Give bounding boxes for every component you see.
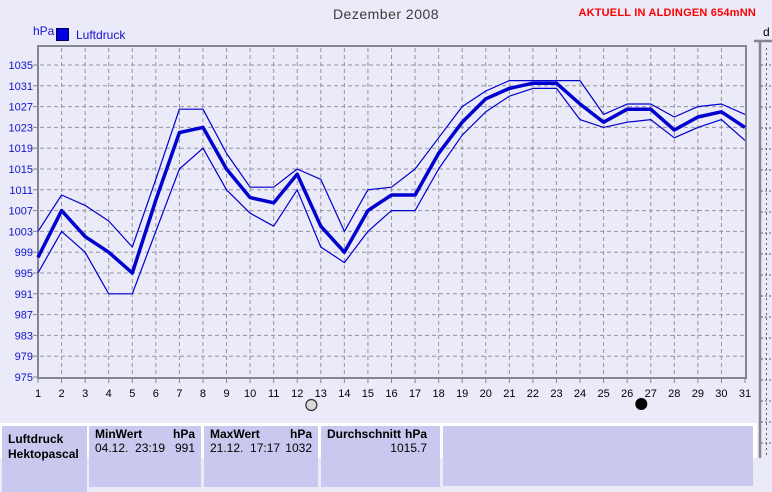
station-banner: AKTUELL IN ALDINGEN 654mNN — [578, 7, 756, 19]
min-value: 991 — [174, 441, 195, 455]
x-tick-label: 26 — [621, 388, 633, 400]
moon-phase-markers — [305, 398, 648, 412]
table-cell-empty — [443, 426, 753, 486]
min-unit: hPa — [172, 427, 195, 441]
x-tick-label: 31 — [739, 388, 751, 400]
x-tick-label: 12 — [291, 388, 303, 400]
row-label: Luftdruck — [8, 432, 64, 446]
x-tick-label: 3 — [82, 388, 88, 400]
table-cell-rowlabel: Luftdruck Hektopascal — [2, 426, 87, 492]
y-tick-label: 1003 — [9, 226, 33, 238]
avg-value: 1015.7 — [390, 441, 427, 455]
x-tick-label: 14 — [338, 388, 350, 400]
full-moon-icon — [305, 398, 318, 412]
x-tick-label: 2 — [59, 388, 65, 400]
x-tick-label: 16 — [385, 388, 397, 400]
y-tick-label: 1031 — [9, 81, 33, 93]
y-tick-label: 1027 — [9, 102, 33, 114]
x-tick-label: 25 — [597, 388, 609, 400]
table-cell-min: MinWert hPa 04.12. 23:19 991 — [89, 426, 201, 487]
page-title: Dezember 2008 — [332, 6, 440, 22]
legend-color-swatch — [56, 28, 69, 41]
x-tick-label: 13 — [315, 388, 327, 400]
y-tick-label: 1019 — [9, 143, 33, 155]
x-tick-label: 8 — [200, 388, 206, 400]
x-tick-label: 11 — [268, 388, 279, 400]
max-datetime: 21.12. 17:17 — [210, 441, 281, 455]
axis-ticks — [33, 64, 746, 383]
x-tick-label: 22 — [527, 388, 539, 400]
x-tick-label: 9 — [223, 388, 229, 400]
y-tick-label: 999 — [15, 247, 33, 259]
x-tick-label: 27 — [645, 388, 657, 400]
x-tick-label: 17 — [409, 388, 421, 400]
min-header: MinWert — [95, 427, 143, 441]
y-tick-label: 983 — [15, 330, 33, 342]
x-tick-label: 24 — [574, 388, 586, 400]
y-tick-label: 975 — [15, 372, 33, 384]
series-line-upper-envelope — [37, 79, 746, 248]
x-tick-label: 10 — [244, 388, 256, 400]
avg-unit: hPa — [404, 427, 427, 441]
max-header: MaxWert — [210, 427, 260, 441]
max-unit: hPa — [289, 427, 312, 441]
y-tick-label: 979 — [15, 351, 33, 363]
max-value: 1032 — [285, 441, 312, 455]
y-tick-label: 1023 — [9, 122, 33, 134]
table-cell-average: Durchschnitt hPa 1015.7 — [321, 426, 440, 487]
series-line-lower-envelope — [37, 87, 746, 295]
y-tick-label: 1011 — [9, 185, 33, 197]
x-tick-label: 18 — [433, 388, 445, 400]
series-line-average — [36, 81, 746, 275]
chart-grid — [40, 48, 744, 376]
summary-table: Luftdruck Hektopascal MinWert hPa 04.12.… — [0, 423, 757, 492]
pressure-chart: 9759799839879919959991003100710111015101… — [9, 25, 772, 458]
x-tick-label: 7 — [176, 388, 182, 400]
x-axis-labels: 1 2 3 4 5 6 7 8 9 10 11 12 13 14 15 16 17 18 19 20 21 22 23 24 2… — [35, 388, 751, 400]
x-tick-label: 29 — [692, 388, 704, 400]
side-panel-axis-label: d — [763, 25, 770, 39]
legend-label: Luftdruck — [76, 27, 126, 42]
x-tick-label: 21 — [503, 388, 515, 400]
table-cell-max: MaxWert hPa 21.12. 17:17 1032 — [204, 426, 318, 487]
y-axis-labels: 975 979 983 987 991 995 999 1003 1007 1011 1015 101… — [9, 60, 33, 384]
x-tick-label: 19 — [456, 388, 468, 400]
x-tick-label: 30 — [715, 388, 727, 400]
y-tick-label: 995 — [15, 268, 33, 280]
x-tick-label: 28 — [668, 388, 680, 400]
row-label-line2: Hektopascal — [8, 447, 79, 461]
min-datetime: 04.12. 23:19 — [95, 441, 166, 455]
y-tick-label: 1035 — [9, 60, 33, 72]
y-tick-label: 987 — [15, 310, 33, 322]
avg-header: Durchschnitt — [327, 427, 402, 441]
y-axis-unit-label: hPa — [33, 24, 55, 38]
x-tick-label: 20 — [480, 388, 492, 400]
x-tick-label: 4 — [106, 388, 112, 400]
x-tick-label: 15 — [362, 388, 374, 400]
chart-series-lines — [36, 79, 746, 295]
x-tick-label: 1 — [35, 388, 41, 400]
x-tick-label: 5 — [129, 388, 135, 400]
y-tick-label: 1015 — [9, 164, 33, 176]
x-tick-label: 6 — [153, 388, 159, 400]
x-tick-label: 23 — [550, 388, 562, 400]
right-panel-sliver: d — [754, 25, 772, 458]
new-moon-icon — [635, 398, 648, 410]
chart-legend: Luftdruck — [56, 27, 126, 42]
y-tick-label: 991 — [15, 289, 33, 301]
y-tick-label: 1007 — [9, 206, 33, 218]
